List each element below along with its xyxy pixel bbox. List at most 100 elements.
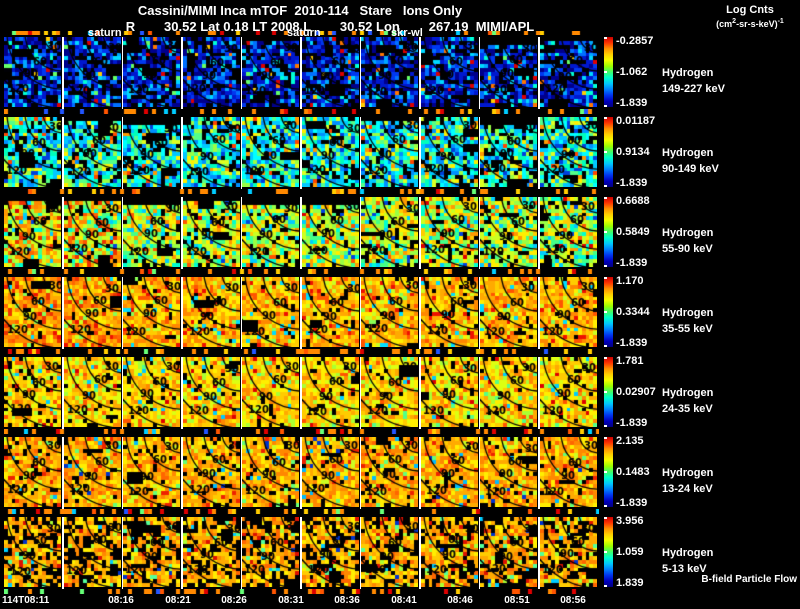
heatmap-panel bbox=[302, 117, 359, 187]
colorbar-tick bbox=[604, 311, 607, 313]
heatmap-panel bbox=[540, 357, 597, 427]
heatmap-panel bbox=[4, 277, 61, 347]
panel-separator bbox=[240, 117, 242, 194]
panel-separator bbox=[240, 357, 242, 434]
heatmap-panel bbox=[123, 517, 180, 587]
heatmap-panel bbox=[242, 197, 299, 267]
colorbar bbox=[604, 357, 613, 427]
heatmap-panel bbox=[480, 197, 537, 267]
colorbar bbox=[604, 197, 613, 267]
heatmap-panel bbox=[480, 517, 537, 587]
heatmap-panel bbox=[123, 277, 180, 347]
panel-separator bbox=[181, 517, 183, 594]
heatmap-panel bbox=[480, 277, 537, 347]
panel-separator bbox=[538, 517, 540, 594]
panel-separator bbox=[300, 277, 302, 354]
colorbar-tick-label: -0.2857 bbox=[616, 35, 654, 47]
ephemeris-line: R 30.52 Lat 0.18 LT 2008 L 30.52 Lon 267… bbox=[125, 19, 535, 34]
species-label: Hydrogen bbox=[662, 147, 714, 159]
heatmap-panel bbox=[242, 117, 299, 187]
colorbar-tick-label: 3.956 bbox=[616, 515, 644, 527]
energy-label: 149-227 keV bbox=[662, 83, 725, 95]
heatmap-panel bbox=[64, 437, 121, 507]
heatmap-panel bbox=[183, 117, 240, 187]
panel-separator bbox=[62, 197, 64, 274]
panel-separator bbox=[121, 37, 123, 114]
heatmap-panel bbox=[242, 437, 299, 507]
heatmap-panel bbox=[4, 37, 61, 107]
heatmap-panel bbox=[421, 117, 478, 187]
colorbar-tick bbox=[604, 117, 607, 119]
heatmap-panel bbox=[361, 437, 418, 507]
colorbar-units: (cm2-sr-s-keV)-1 bbox=[697, 18, 800, 29]
colorbar-tick bbox=[604, 585, 607, 587]
panel-separator bbox=[538, 357, 540, 434]
colorbar-tick-label: 0.3344 bbox=[616, 306, 650, 318]
panel-separator bbox=[121, 437, 123, 514]
heatmap-panel bbox=[183, 37, 240, 107]
colorbar-tick-label: 0.6688 bbox=[616, 195, 650, 207]
panel-separator bbox=[538, 437, 540, 514]
panel-separator bbox=[478, 117, 480, 194]
heatmap-panel bbox=[242, 517, 299, 587]
heatmap-panel bbox=[421, 357, 478, 427]
time-tick-label: 114T08:11 bbox=[2, 595, 50, 606]
colorbar-tick bbox=[604, 277, 607, 279]
units-base-2: -sr-s-keV) bbox=[736, 19, 778, 29]
species-label: Hydrogen bbox=[662, 307, 714, 319]
panel-separator bbox=[62, 357, 64, 434]
panel-separator bbox=[478, 437, 480, 514]
panel-separator bbox=[181, 277, 183, 354]
species-label: Hydrogen bbox=[662, 67, 714, 79]
units-base-1: (cm bbox=[716, 19, 733, 29]
colorbar-tick bbox=[604, 197, 607, 199]
heatmap-panel bbox=[361, 277, 418, 347]
page-title: Cassini/MIMI Inca mTOF 2010-114 Stare Io… bbox=[137, 3, 463, 18]
colorbar bbox=[604, 437, 613, 507]
heatmap-panel bbox=[540, 37, 597, 107]
panel-separator bbox=[121, 517, 123, 594]
heatmap-panel bbox=[302, 277, 359, 347]
heatmap-panel bbox=[302, 437, 359, 507]
heatmap-panel bbox=[123, 197, 180, 267]
heatmap-panel bbox=[540, 517, 597, 587]
heatmap-panel bbox=[540, 277, 597, 347]
event-label: saturn bbox=[287, 27, 321, 39]
time-tick-label: 08:16 bbox=[108, 595, 134, 606]
colorbar-tick bbox=[604, 357, 607, 359]
colorbar-tick-label: -1.839 bbox=[616, 497, 648, 509]
panel-separator bbox=[62, 37, 64, 114]
colorbar-tick bbox=[604, 517, 607, 519]
heatmap-panel bbox=[361, 197, 418, 267]
colorbar-tick-label: 2.135 bbox=[616, 435, 644, 447]
panel-separator bbox=[419, 277, 421, 354]
heatmap-panel bbox=[361, 117, 418, 187]
panel-separator bbox=[359, 197, 361, 274]
colorbar-tick bbox=[604, 37, 607, 39]
panel-separator bbox=[538, 37, 540, 114]
colorbar-tick-label: 1.781 bbox=[616, 355, 644, 367]
colorbar-tick-label: 1.170 bbox=[616, 275, 644, 287]
heatmap-panel bbox=[4, 357, 61, 427]
panel-separator bbox=[62, 437, 64, 514]
colorbar-tick bbox=[604, 425, 607, 427]
flow-strip bbox=[4, 349, 599, 354]
heatmap-panel bbox=[4, 117, 61, 187]
panel-separator bbox=[300, 357, 302, 434]
colorbar-tick-label: -1.839 bbox=[616, 177, 648, 189]
heatmap-panel bbox=[183, 437, 240, 507]
species-label: Hydrogen bbox=[662, 547, 714, 559]
heatmap-panel bbox=[480, 37, 537, 107]
panel-separator bbox=[181, 37, 183, 114]
colorbar bbox=[604, 117, 613, 187]
species-label: Hydrogen bbox=[662, 387, 714, 399]
flow-strip bbox=[4, 31, 599, 35]
panel-separator bbox=[359, 117, 361, 194]
heatmap-panel bbox=[421, 37, 478, 107]
energy-label: 90-149 keV bbox=[662, 163, 719, 175]
heatmap-panel bbox=[64, 277, 121, 347]
time-tick-label: 08:21 bbox=[165, 595, 191, 606]
heatmap-panel bbox=[123, 37, 180, 107]
time-tick-label: 08:51 bbox=[504, 595, 530, 606]
